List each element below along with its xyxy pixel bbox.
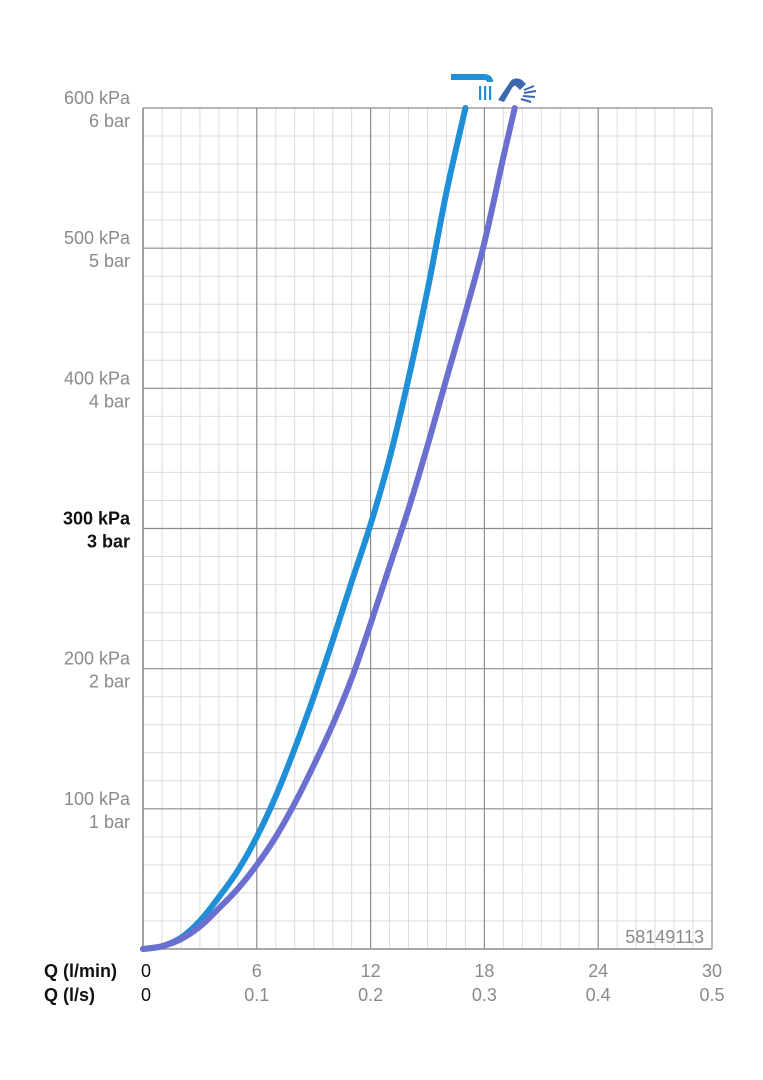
y-tick-label-bar: 5 bar [89, 251, 130, 271]
rain-shower-head-icon [451, 74, 493, 100]
y-tick-label-bar: 4 bar [89, 391, 130, 411]
product-code: 58149113 [625, 927, 704, 947]
x-tick-label-ls: 0.5 [699, 985, 724, 1005]
x-tick-label-ls: 0.4 [586, 985, 611, 1005]
y-tick-label-kpa: 300 kPa [63, 509, 131, 529]
x-tick-label-ls: 0.1 [244, 985, 269, 1005]
x-tick-label-lmin: 0 [141, 961, 151, 981]
series-lines [140, 105, 518, 952]
series-line-2 [140, 105, 518, 952]
y-tick-label-kpa: 100 kPa [64, 789, 131, 809]
y-axis-tick-labels: 100 kPa 1 bar 200 kPa 2 bar 300 kPa 3 bar 400 … [63, 88, 131, 832]
x-axis-label-secondary: Q (l/s) [44, 985, 95, 1005]
x-tick-label-lmin: 12 [361, 961, 381, 981]
x-tick-label-lmin: 18 [474, 961, 494, 981]
y-tick-label-kpa: 500 kPa [64, 228, 131, 248]
x-tick-label-lmin: 6 [252, 961, 262, 981]
x-tick-label-ls: 0.3 [472, 985, 497, 1005]
x-tick-label-lmin: 30 [702, 961, 722, 981]
x-axis-label-primary: Q (l/min) [44, 961, 117, 981]
y-tick-label-kpa: 200 kPa [64, 649, 131, 669]
x-tick-label-lmin: 24 [588, 961, 608, 981]
y-tick-label-bar: 6 bar [89, 111, 130, 131]
y-tick-label-kpa: 600 kPa [64, 88, 131, 108]
y-tick-label-bar: 3 bar [87, 532, 130, 552]
x-tick-label-ls: 0 [141, 985, 151, 1005]
series-line-1 [140, 105, 469, 952]
hand-shower-icon [498, 78, 537, 103]
y-tick-label-bar: 1 bar [89, 812, 130, 832]
y-tick-label-kpa: 400 kPa [64, 368, 131, 388]
x-tick-label-ls: 0.2 [358, 985, 383, 1005]
x-axis-tick-labels: 0 0 6 0.1 12 0.2 18 0.3 24 0.4 30 0.5 [141, 961, 725, 1005]
y-tick-label-bar: 2 bar [89, 672, 130, 692]
